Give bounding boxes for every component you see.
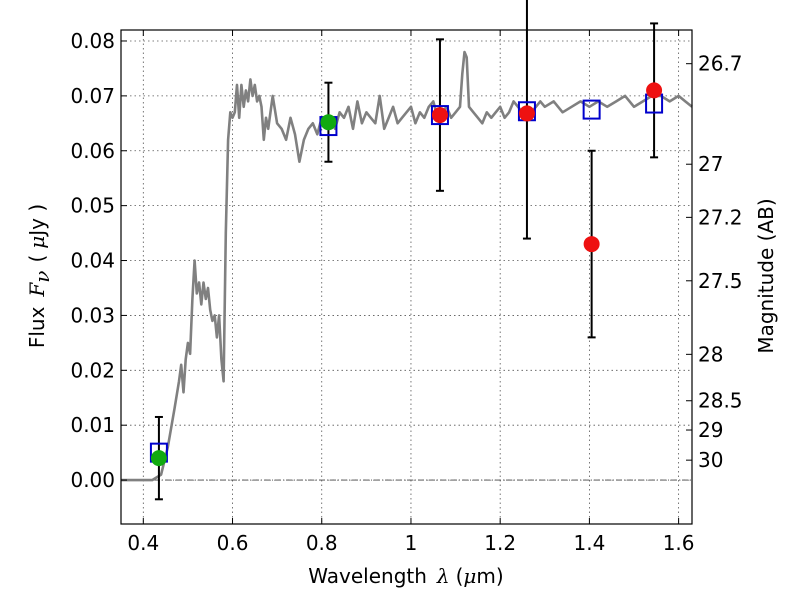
y-tick-label: 0.03 [70, 303, 115, 327]
y2-tick-label: 30 [698, 448, 723, 472]
y-tick-label: 0.00 [70, 468, 115, 492]
y-tick-label: 0.06 [70, 139, 115, 163]
y2-tick-label: 27 [698, 152, 723, 176]
model-flux-square [582, 99, 601, 120]
x-tick-label: 1 [405, 531, 418, 555]
y2-tick-label: 29 [698, 418, 723, 442]
y-tick-label: 0.02 [70, 358, 115, 382]
sed-model-curve [121, 50, 693, 482]
y2-tick-label: 26.7 [698, 52, 743, 76]
y-tick-label: 0.01 [70, 413, 115, 437]
sed-line [121, 50, 693, 482]
y-tick-label: 0.08 [70, 29, 115, 53]
detection-point [431, 107, 448, 124]
x-tick-label: 0.4 [127, 531, 159, 555]
detection-point [583, 236, 600, 253]
detection-point [320, 114, 337, 131]
x-tick-label: 0.6 [217, 531, 249, 555]
y2-axis-title: Magnitude (AB) [754, 198, 778, 353]
x-tick-label: 0.8 [306, 531, 338, 555]
tick-labels: 0.4 0.6 0.8 1 1.2 1.4 1.6 0.00 0.01 0.02 0.03 0.04 0… [70, 29, 742, 555]
detection-point [646, 82, 663, 99]
detection-point [518, 105, 535, 122]
x-tick-label: 1.6 [663, 531, 695, 555]
y2-tick-label: 27.5 [698, 269, 743, 293]
y-tick-label: 0.07 [70, 84, 115, 108]
y-tick-label: 0.05 [70, 194, 115, 218]
y-axis-title: FluxFν(μJy ) [25, 204, 54, 348]
x-axis-title: Wavelength λ (μm) [308, 564, 503, 588]
axis-ticks [121, 30, 692, 524]
y2-tick-label: 27.2 [698, 205, 743, 229]
error-bars [154, 0, 659, 501]
detection-point [150, 450, 167, 467]
plot-frame [120, 29, 693, 525]
y2-tick-label: 28 [698, 342, 723, 366]
detection-points [150, 82, 663, 467]
y-tick-label: 0.04 [70, 249, 115, 273]
x-tick-label: 1.2 [484, 531, 516, 555]
y2-tick-label: 28.5 [698, 389, 743, 413]
x-tick-label: 1.4 [573, 531, 605, 555]
grid-lines [121, 30, 692, 524]
